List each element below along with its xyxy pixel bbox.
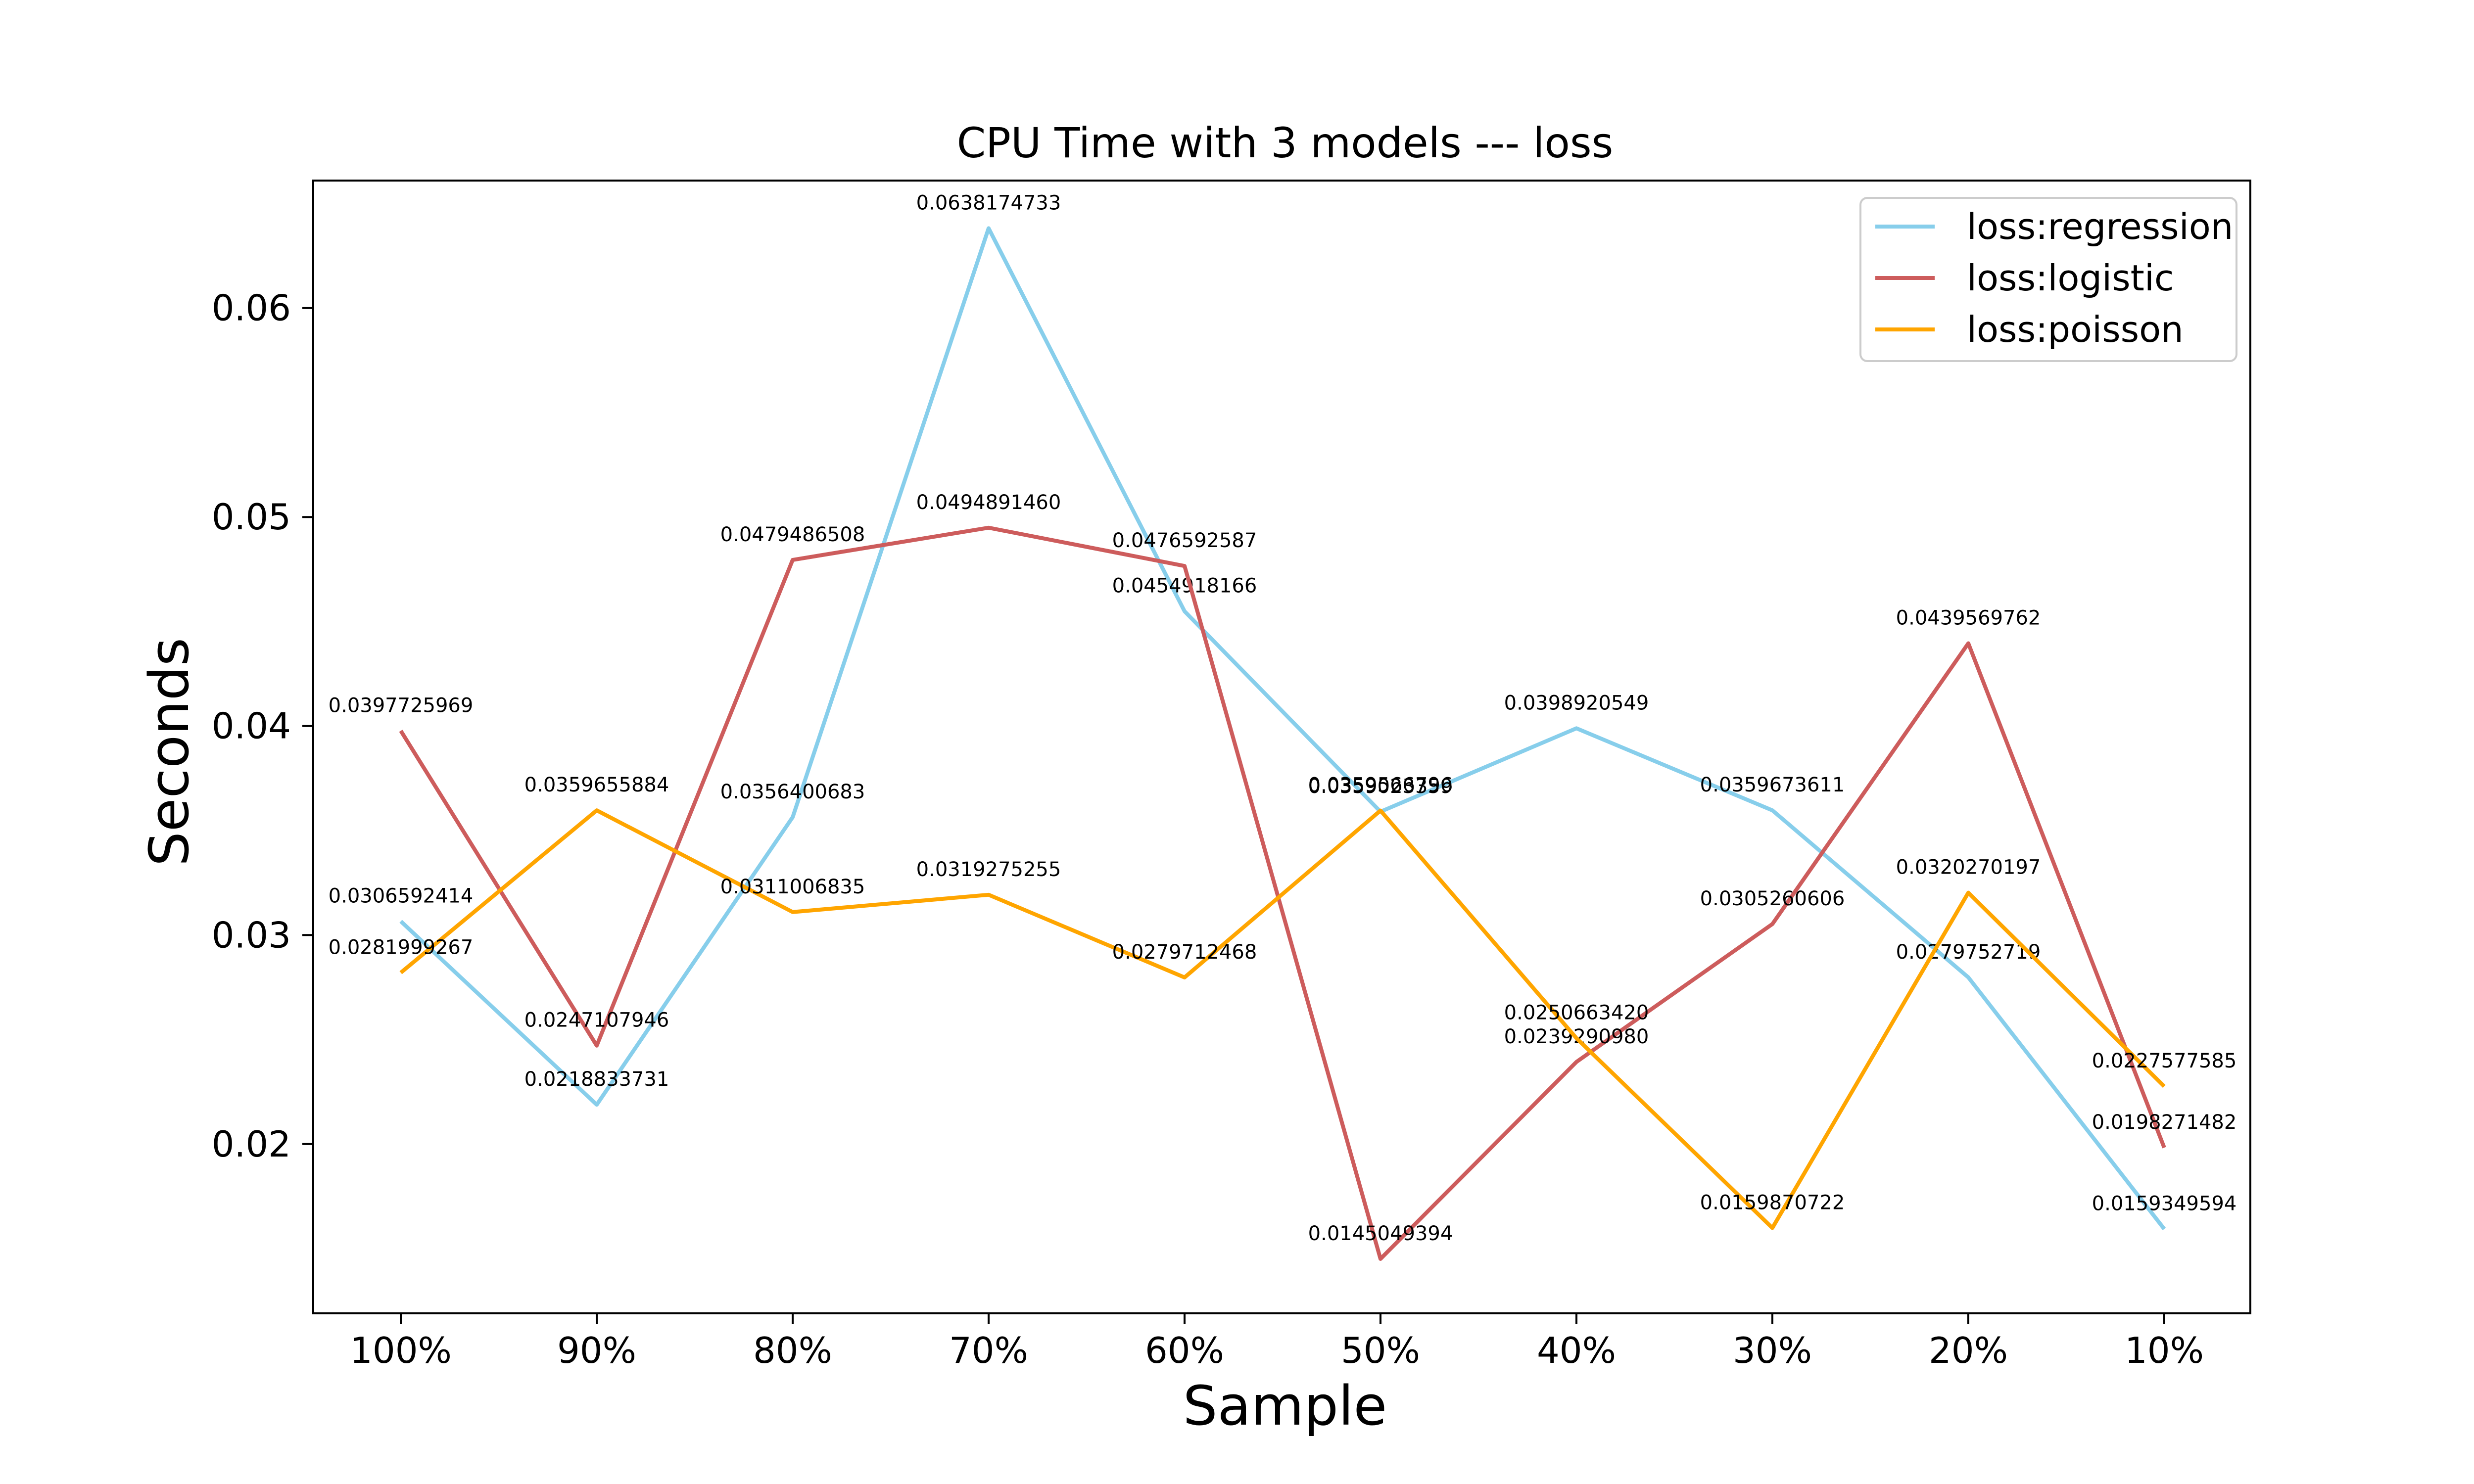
x-tick-label: 10% xyxy=(2125,1330,2204,1371)
x-tick-label: 80% xyxy=(753,1330,832,1371)
x-tick-label: 50% xyxy=(1341,1330,1420,1371)
y-tick-label: 0.04 xyxy=(212,705,291,747)
x-tick-label: 30% xyxy=(1733,1330,1812,1371)
data-label: 0.0454918166 xyxy=(1112,575,1257,598)
data-label: 0.0397725969 xyxy=(329,694,474,717)
legend-box xyxy=(1859,197,2237,362)
x-tick-label: 40% xyxy=(1537,1330,1616,1371)
legend: loss:regression loss:logistic loss:poisson xyxy=(1859,197,2237,362)
data-label: 0.0494891460 xyxy=(916,491,1061,514)
chart-title: CPU Time with 3 models --- loss xyxy=(957,119,1614,167)
legend-label: loss:poisson xyxy=(1967,309,2184,350)
data-label: 0.0359566796 xyxy=(1308,774,1453,797)
data-label: 0.0198271482 xyxy=(2092,1111,2237,1134)
plot-area: 0.0306592414 0.0218833731 0.0356400683 0.06… xyxy=(329,191,2237,1261)
legend-label: loss:regression xyxy=(1967,206,2233,247)
data-label: 0.0319275255 xyxy=(916,858,1061,881)
y-axis: 0.02 0.03 0.04 0.05 0.06 xyxy=(212,287,313,1165)
x-tick-label: 90% xyxy=(557,1330,636,1371)
data-label: 0.0439569762 xyxy=(1896,607,2041,630)
data-label: 0.0227577585 xyxy=(2092,1050,2237,1072)
data-label: 0.0145049394 xyxy=(1308,1222,1453,1245)
x-tick-label: 60% xyxy=(1145,1330,1224,1371)
data-label: 0.0359655884 xyxy=(524,774,669,796)
data-label: 0.0247107946 xyxy=(524,1009,669,1032)
series-line-1 xyxy=(399,525,2166,1261)
data-label: 0.0250663420 xyxy=(1504,1002,1649,1024)
x-axis: 100% 90% 80% 70% 60% 50% 40% 30% 20% 10% xyxy=(350,1313,2204,1371)
x-tick-label: 100% xyxy=(350,1330,452,1371)
data-label: 0.0356400683 xyxy=(720,781,865,803)
y-tick-label: 0.03 xyxy=(212,914,291,956)
data-label: 0.0218833731 xyxy=(524,1068,669,1091)
data-label: 0.0359673611 xyxy=(1700,774,1845,796)
data-label: 0.0306592414 xyxy=(329,884,474,907)
data-label: 0.0359023359 xyxy=(1308,775,1453,798)
data-label: 0.0479486508 xyxy=(720,523,865,546)
y-tick-label: 0.06 xyxy=(212,287,291,329)
data-label: 0.0638174733 xyxy=(916,191,1061,214)
x-tick-label: 70% xyxy=(949,1330,1028,1371)
y-axis-label: Seconds xyxy=(138,638,201,866)
data-label: 0.0279752719 xyxy=(1896,941,2041,964)
data-label: 0.0311006835 xyxy=(720,876,865,898)
plot-frame xyxy=(312,180,2251,1314)
data-label: 0.0279712468 xyxy=(1112,941,1257,964)
data-label: 0.0320270197 xyxy=(1896,856,2041,879)
series-line-0 xyxy=(399,226,2166,1230)
y-tick-label: 0.05 xyxy=(212,496,291,538)
x-tick-label: 20% xyxy=(1929,1330,2008,1371)
x-axis-label: Sample xyxy=(1183,1374,1387,1438)
series-line-2 xyxy=(399,808,2166,1230)
data-label: 0.0398920549 xyxy=(1504,692,1649,714)
data-label: 0.0476592587 xyxy=(1112,529,1257,552)
legend-label: loss:logistic xyxy=(1967,257,2174,299)
data-label: 0.0281999267 xyxy=(329,936,474,959)
data-label: 0.0159349594 xyxy=(2092,1193,2237,1215)
data-label: 0.0305260606 xyxy=(1700,887,1845,910)
data-label: 0.0159870722 xyxy=(1700,1191,1845,1214)
y-tick-label: 0.02 xyxy=(212,1123,291,1165)
